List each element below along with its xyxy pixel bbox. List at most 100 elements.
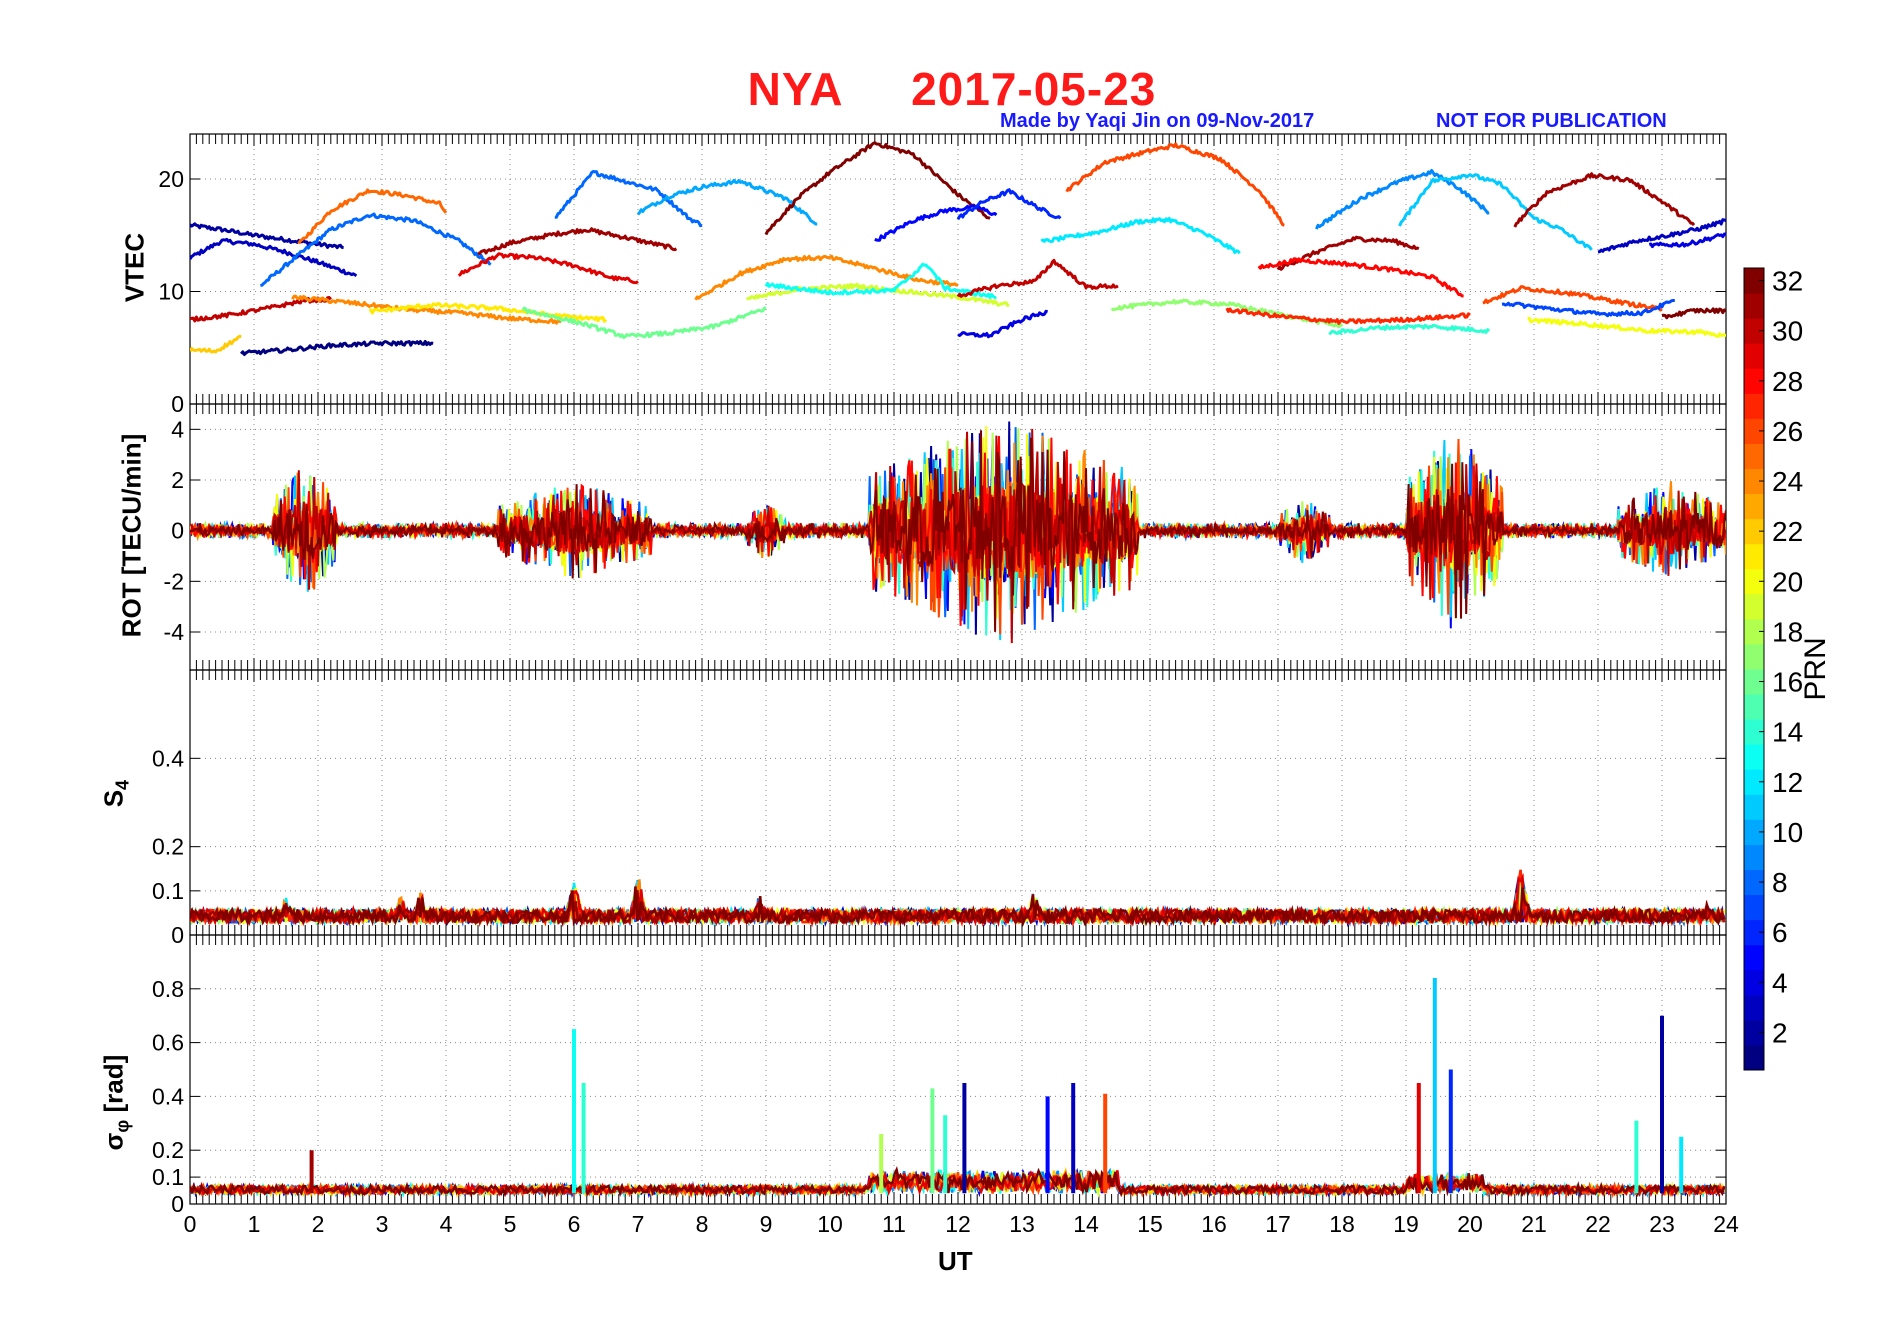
vtec-line-prn-19: [745, 282, 1010, 307]
colorbar-tick-label: 12: [1772, 767, 1803, 798]
colorbar-step: [1744, 343, 1764, 369]
x-tick-label: 24: [1713, 1211, 1739, 1237]
x-tick-label: 16: [1201, 1211, 1227, 1237]
colorbar-step: [1744, 719, 1764, 745]
colorbar-step: [1744, 593, 1764, 620]
vtec-line-prn-26b: [1482, 285, 1663, 312]
vtec-ytick-label: 10: [158, 279, 184, 305]
vtec-line-prn-17: [1110, 298, 1344, 329]
vtec-line-prn-7: [1501, 299, 1675, 318]
x-tick-label: 9: [760, 1211, 773, 1237]
colorbar-step: [1744, 318, 1764, 344]
colorbar-tick-label: 18: [1772, 616, 1803, 647]
colorbar-step: [1744, 293, 1764, 319]
sigma-ytick-label: 0.1: [152, 1164, 184, 1190]
sigma-ytick-label: 0.6: [152, 1030, 184, 1056]
vtec-line-prn-11: [1398, 173, 1593, 251]
sigma-ylabel-main: σ: [98, 1132, 129, 1151]
colorbar-step: [1744, 894, 1764, 921]
sigma-line-prn-32: [190, 1165, 1726, 1199]
vtec-line-prn-31c: [1513, 172, 1696, 228]
rot-ylabel: ROT [TECU/min]: [116, 433, 147, 638]
colorbar-tick-label: 22: [1772, 516, 1803, 547]
vtec-line-prn-2: [190, 222, 344, 250]
colorbar-step: [1744, 543, 1764, 570]
s4-ytick-label: 0.1: [152, 878, 184, 904]
vtec-line-prn-29: [457, 252, 639, 285]
s4-ylabel-main: S: [98, 789, 129, 808]
x-tick-label: 20: [1457, 1211, 1483, 1237]
sigma-ylabel-unit: [rad]: [98, 1054, 129, 1120]
colorbar-frame: [1743, 267, 1765, 1071]
s4-ylabel-sub: 4: [112, 779, 133, 790]
colorbar-tick-label: 6: [1772, 917, 1788, 948]
x-tick-label: 18: [1329, 1211, 1355, 1237]
vtec-line-prn-21: [368, 301, 608, 323]
colorbar-tick-label: 24: [1772, 466, 1803, 497]
x-tick-label: 6: [568, 1211, 581, 1237]
vtec-line-prn-14: [1328, 323, 1491, 336]
x-tick-label: 4: [440, 1211, 453, 1237]
colorbar-tick-label: 26: [1772, 416, 1803, 447]
sigma-ylabel: σφ [rad]: [98, 1033, 133, 1173]
vtec-line-prn-28: [1257, 257, 1464, 298]
colorbar-tick-label: 14: [1772, 717, 1803, 748]
colorbar-step: [1744, 944, 1764, 971]
x-tick-label: 14: [1073, 1211, 1099, 1237]
x-tick-label: 0: [184, 1211, 197, 1237]
sigma-ylabel-sub: φ: [112, 1119, 133, 1133]
colorbar-step: [1744, 268, 1764, 294]
s4-ytick-label: 0.4: [152, 745, 184, 771]
vtec-line-prn-32b: [1661, 307, 1726, 320]
rot-ytick-label: -2: [164, 568, 184, 594]
colorbar-step: [1744, 518, 1764, 545]
colorbar-step: [1744, 844, 1764, 870]
vtec-line-prn-4b: [957, 309, 1049, 339]
colorbar-tick-label: 2: [1772, 1017, 1788, 1048]
sigma-ytick-label: 0.8: [152, 976, 184, 1002]
vtec-line-prn-31: [477, 227, 678, 256]
colorbar-tick-label: 28: [1772, 366, 1803, 397]
s4-ytick-label: 0: [171, 922, 184, 948]
x-tick-label: 22: [1585, 1211, 1611, 1237]
colorbar-step: [1744, 969, 1764, 996]
colorbar-tick-label: 32: [1772, 266, 1803, 297]
vtec-line-prn-8b: [554, 170, 703, 228]
vtec-ytick-label: 20: [158, 166, 184, 192]
s4-ylabel: S4: [98, 764, 133, 824]
rot-line-prn-32: [190, 430, 1726, 632]
rot-ytick-label: 4: [171, 416, 184, 442]
vtec-line-prn-30b: [956, 258, 1119, 298]
vtec-line-prn-20: [1527, 316, 1726, 339]
vtec-line-prn-27: [1225, 307, 1471, 325]
x-tick-label: 21: [1521, 1211, 1547, 1237]
vtec-line-prn-12: [1040, 216, 1241, 255]
sigma-ytick-label: 0.4: [152, 1083, 184, 1109]
vtec-line-prn-22: [190, 334, 242, 354]
colorbar-step: [1744, 468, 1764, 495]
vtec-line-prn-3b: [1597, 218, 1726, 254]
colorbar-tick-label: 16: [1772, 667, 1803, 698]
colorbar-step: [1744, 744, 1764, 770]
vtec-line-prn-25: [297, 188, 448, 245]
x-axis-label: UT: [938, 1246, 973, 1276]
vtec-line-prn-32: [764, 141, 991, 236]
rot-series-group: [190, 421, 1726, 644]
vtec-line-prn-16: [521, 306, 767, 339]
colorbar-step: [1744, 994, 1764, 1021]
x-tick-label: 19: [1393, 1211, 1419, 1237]
colorbar-step: [1744, 694, 1764, 720]
colorbar-step: [1744, 1019, 1764, 1046]
colorbar-tick-label: 30: [1772, 316, 1803, 347]
colorbar-step: [1744, 493, 1764, 520]
x-tick-label: 1: [248, 1211, 261, 1237]
x-tick-label: 7: [632, 1211, 645, 1237]
vtec-line-prn-26: [1065, 142, 1285, 227]
vtec-axes: 0 10 20: [158, 133, 1727, 417]
sigma-ytick-label: 0: [171, 1191, 184, 1217]
vtec-ytick-label: 0: [171, 391, 184, 417]
colorbar-step: [1744, 794, 1764, 820]
colorbar-step: [1744, 669, 1764, 695]
publication-notice: NOT FOR PUBLICATION: [1436, 110, 1667, 132]
sigma-ytick-label: 0.2: [152, 1137, 184, 1163]
